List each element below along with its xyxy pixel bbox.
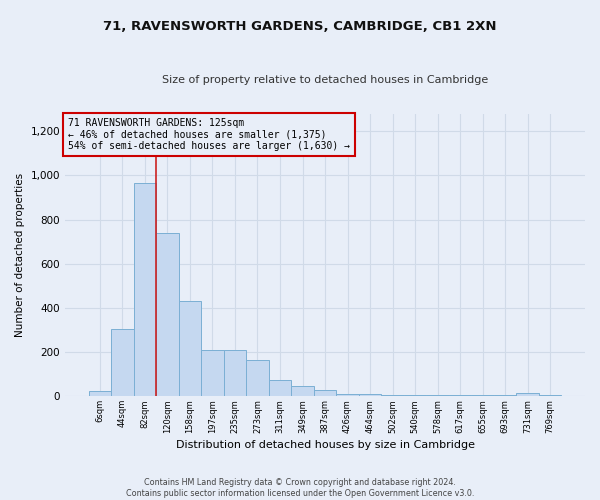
Bar <box>156 233 179 396</box>
Bar <box>359 394 381 396</box>
Bar <box>336 394 359 396</box>
Bar <box>111 329 134 396</box>
Bar <box>134 183 156 396</box>
Title: Size of property relative to detached houses in Cambridge: Size of property relative to detached ho… <box>162 75 488 85</box>
Bar <box>314 390 336 396</box>
X-axis label: Distribution of detached houses by size in Cambridge: Distribution of detached houses by size … <box>176 440 475 450</box>
Bar <box>269 380 291 396</box>
Bar <box>539 395 562 396</box>
Bar <box>246 360 269 397</box>
Bar <box>449 395 472 396</box>
Bar <box>291 386 314 396</box>
Bar <box>472 395 494 396</box>
Text: 71 RAVENSWORTH GARDENS: 125sqm
← 46% of detached houses are smaller (1,375)
54% : 71 RAVENSWORTH GARDENS: 125sqm ← 46% of … <box>68 118 350 151</box>
Bar <box>201 350 224 397</box>
Bar <box>224 350 246 397</box>
Bar <box>517 394 539 396</box>
Bar <box>381 395 404 396</box>
Text: 71, RAVENSWORTH GARDENS, CAMBRIDGE, CB1 2XN: 71, RAVENSWORTH GARDENS, CAMBRIDGE, CB1 … <box>103 20 497 33</box>
Bar <box>404 395 427 396</box>
Y-axis label: Number of detached properties: Number of detached properties <box>15 173 25 337</box>
Bar <box>89 391 111 396</box>
Text: Contains HM Land Registry data © Crown copyright and database right 2024.
Contai: Contains HM Land Registry data © Crown c… <box>126 478 474 498</box>
Bar <box>494 395 517 396</box>
Bar <box>179 302 201 396</box>
Bar <box>427 395 449 396</box>
